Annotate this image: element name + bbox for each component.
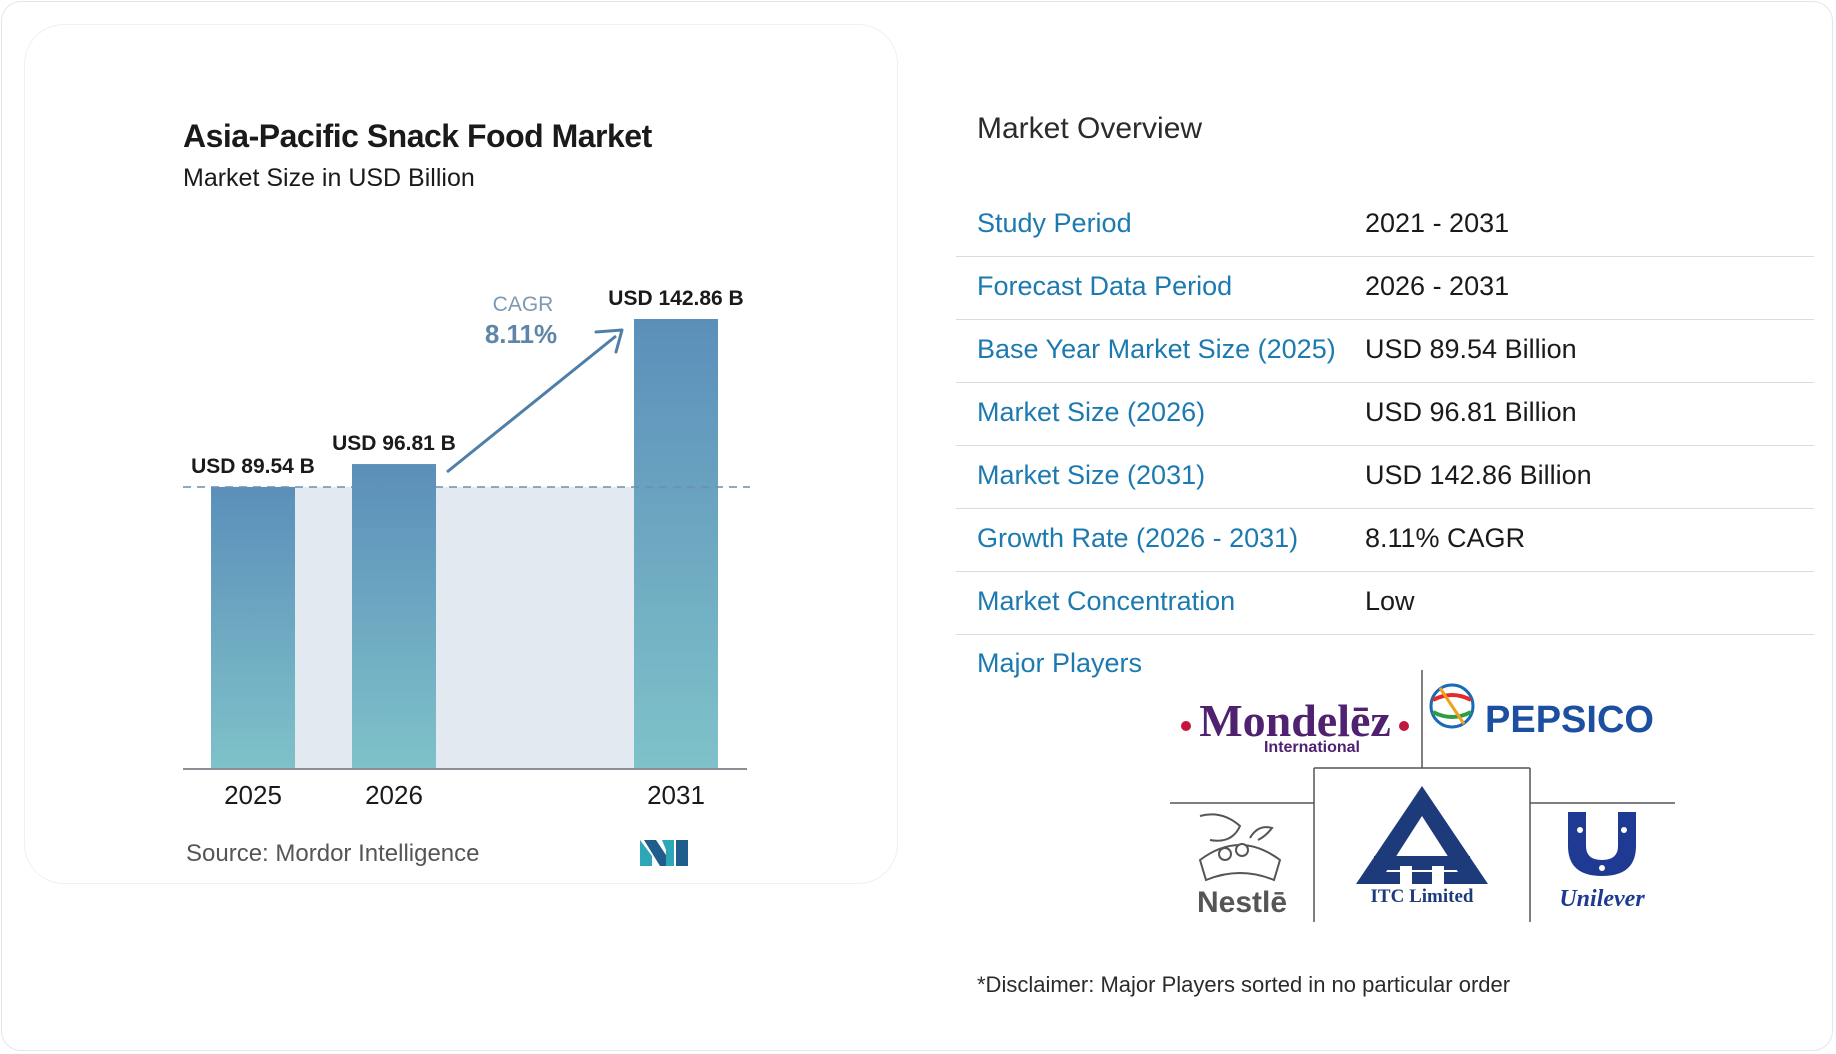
overview-row: Study Period 2021 - 2031 (956, 194, 1814, 257)
pepsico-logo: PEPSICO (1429, 683, 1654, 741)
data-label-2031: USD 142.86 B (608, 287, 743, 310)
cagr-arrow-head (594, 328, 624, 354)
overview-row-value: 2026 - 2031 (1365, 271, 1510, 301)
data-label-2025: USD 89.54 B (191, 455, 315, 478)
overview-row-label: Market Size (2026) (977, 397, 1206, 427)
major-players-logos: Mondelēz International PEPSICO Nestlē IT… (1170, 670, 1675, 922)
overview-row: Market Size (2026) USD 96.81 Billion (956, 383, 1814, 446)
overview-row: Market Concentration Low (956, 572, 1814, 635)
bar-2026 (352, 464, 436, 769)
mondelez-logo-subtext: International (1264, 739, 1360, 756)
overview-row-label: Forecast Data Period (977, 271, 1233, 301)
x-tick-label-2025: 2025 (224, 780, 282, 810)
pepsico-logo-text: PEPSICO (1485, 699, 1654, 741)
source-label: Source: (186, 840, 269, 867)
itc-logo: ITC Limited (1356, 786, 1488, 907)
overview-row-value: USD 142.86 Billion (1365, 460, 1592, 490)
overview-row-value: Low (1365, 586, 1415, 616)
bar-2031 (634, 319, 718, 769)
mordor-intelligence-logo (640, 840, 688, 866)
overview-row-value: 2021 - 2031 (1365, 208, 1510, 238)
overview-row-value: 8.11% CAGR (1365, 523, 1526, 553)
overview-table: Study Period 2021 - 2031 Forecast Data P… (956, 194, 1814, 635)
nestle-logo: Nestlē (1197, 813, 1287, 919)
chart-subtitle: Market Size in USD Billion (183, 164, 475, 192)
major-players-label: Major Players (977, 648, 1143, 678)
overview-title: Market Overview (977, 112, 1203, 145)
overview-row: Forecast Data Period 2026 - 2031 (956, 257, 1814, 320)
overview-row-value: USD 96.81 Billion (1365, 397, 1577, 427)
mondelez-logo: Mondelēz International (1181, 695, 1409, 756)
itc-logo-text: ITC Limited (1371, 886, 1474, 907)
chart-title: Asia-Pacific Snack Food Market (183, 118, 652, 154)
x-tick-label-2026: 2026 (365, 780, 423, 810)
unilever-logo-text: Unilever (1559, 886, 1645, 912)
data-label-2026: USD 96.81 B (332, 432, 456, 455)
disclaimer: *Disclaimer: Major Players sorted in no … (977, 972, 1511, 997)
source-line: Source: Mordor Intelligence (186, 840, 480, 868)
overview-row-label: Base Year Market Size (2025) (977, 334, 1336, 364)
cagr-arrow-line (446, 334, 617, 474)
bar-chart: 2025 2026 2031 USD 89.54 B USD 96.81 B USD 14… (183, 287, 750, 810)
overview-row-label: Market Size (2031) (977, 460, 1206, 490)
source-name: Mordor Intelligence (275, 840, 480, 867)
cagr-label: CAGR (493, 293, 554, 316)
x-tick-label-2031: 2031 (647, 780, 705, 810)
bar-2025 (211, 486, 295, 769)
overview-row: Base Year Market Size (2025) USD 89.54 B… (956, 320, 1814, 383)
overview-row-label: Growth Rate (2026 - 2031) (977, 523, 1299, 553)
overview-row: Growth Rate (2026 - 2031) 8.11% CAGR (956, 509, 1814, 572)
cagr-value: 8.11% (485, 319, 557, 349)
nestle-logo-text: Nestlē (1197, 886, 1287, 919)
overview-row-value: USD 89.54 Billion (1365, 334, 1577, 364)
overview-row-label: Study Period (977, 208, 1132, 238)
overview-row-label: Market Concentration (977, 586, 1236, 616)
unilever-logo: Unilever (1559, 812, 1645, 912)
mondelez-logo-text: Mondelēz (1199, 695, 1391, 746)
overview-row: Market Size (2031) USD 142.86 Billion (956, 446, 1814, 509)
